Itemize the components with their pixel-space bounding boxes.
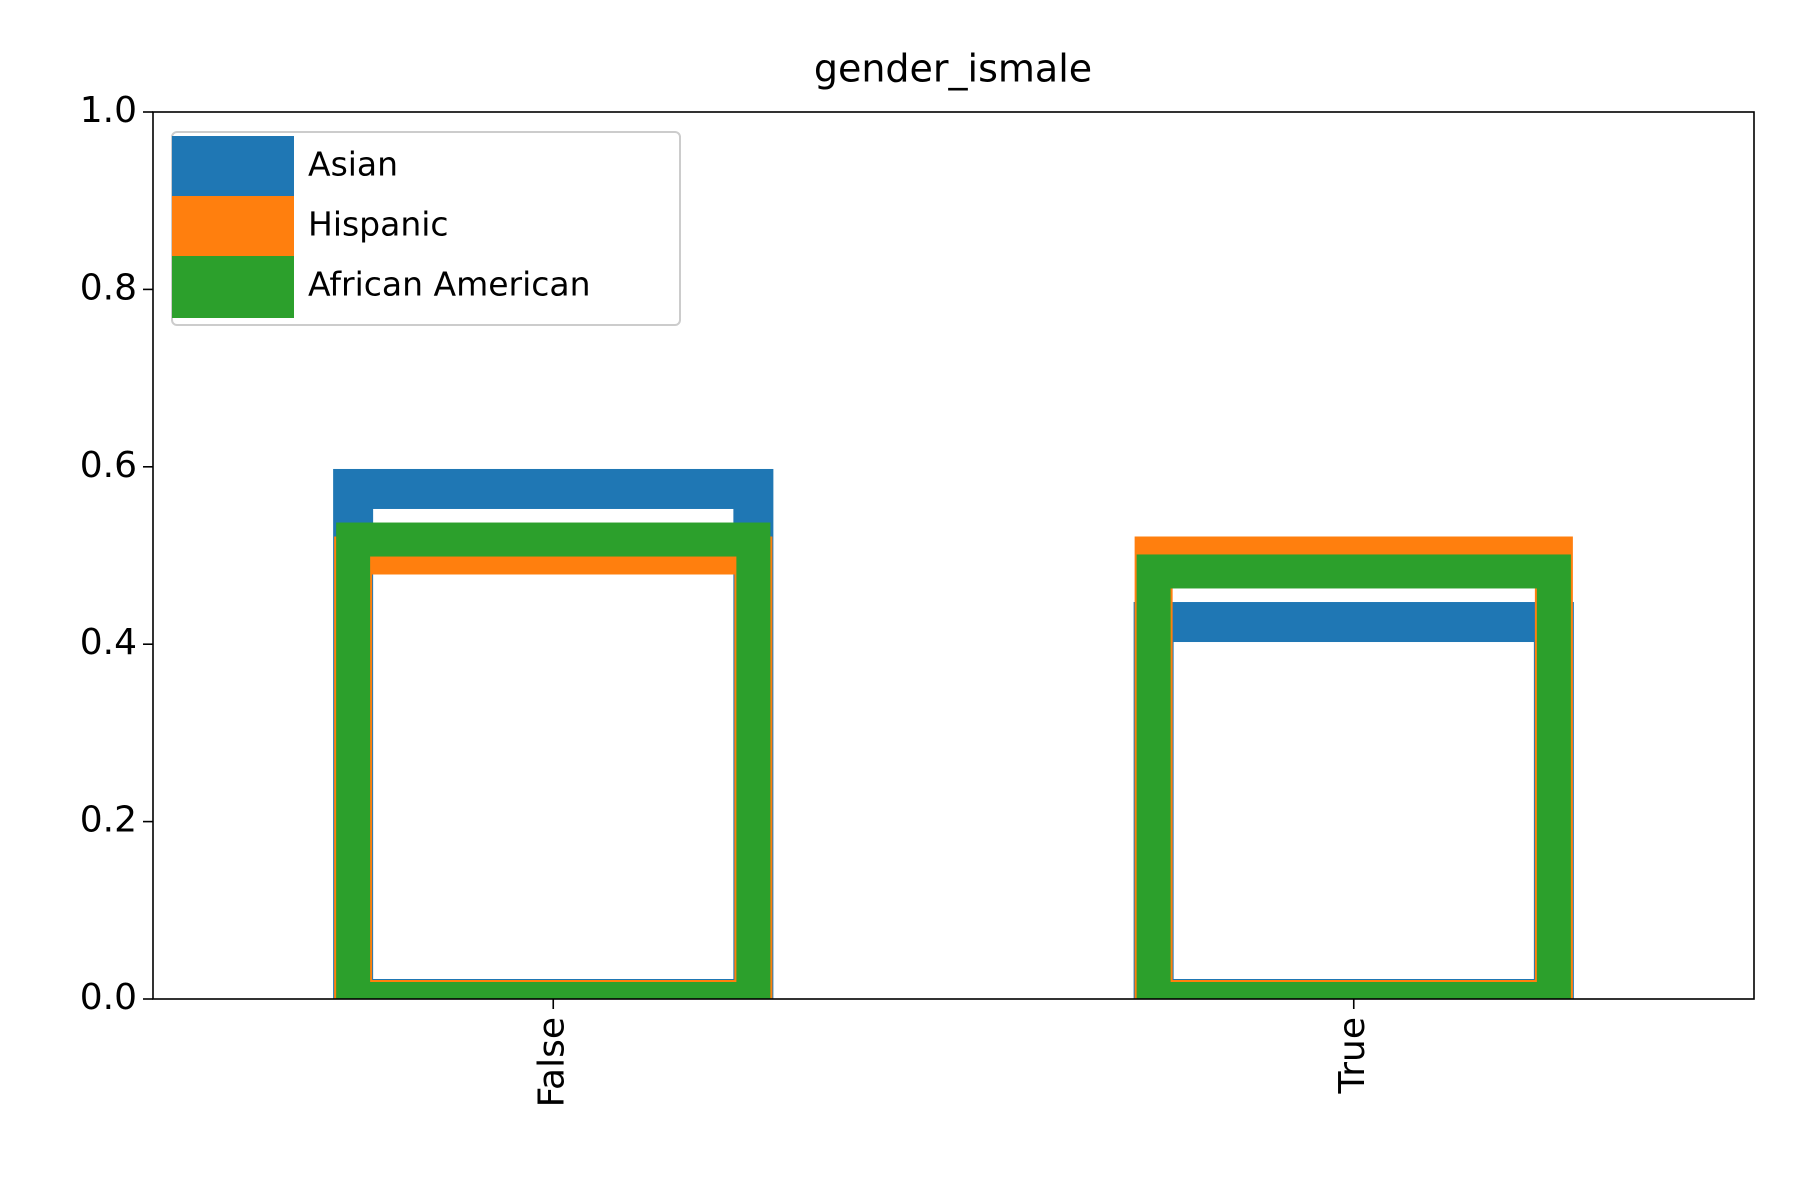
plot-area [333, 468, 1574, 999]
x-tick-label: False [531, 1017, 572, 1107]
bar [1133, 602, 1574, 999]
y-tick-label: 1.0 [80, 90, 137, 131]
legend: Asian Hispanic African American [171, 131, 681, 326]
legend-swatch [172, 136, 294, 198]
axes-frame [152, 111, 1755, 1000]
y-tick-label: 0.2 [80, 800, 137, 841]
bar [336, 522, 771, 999]
legend-swatch [172, 256, 294, 318]
legend-label: African American [308, 265, 591, 304]
y-tick-label: 0.4 [80, 622, 137, 663]
legend-label: Hispanic [308, 205, 449, 244]
bar [1136, 554, 1571, 999]
legend-swatch [172, 196, 294, 258]
legend-label: Asian [308, 145, 398, 184]
chart-title: gender_ismale [814, 47, 1092, 91]
bar [334, 536, 773, 999]
y-tick-label: 0.8 [80, 267, 137, 308]
y-tick-label: 0.0 [80, 977, 137, 1018]
y-tick-label: 0.6 [80, 445, 137, 486]
x-tick-label: True [1332, 1017, 1373, 1094]
